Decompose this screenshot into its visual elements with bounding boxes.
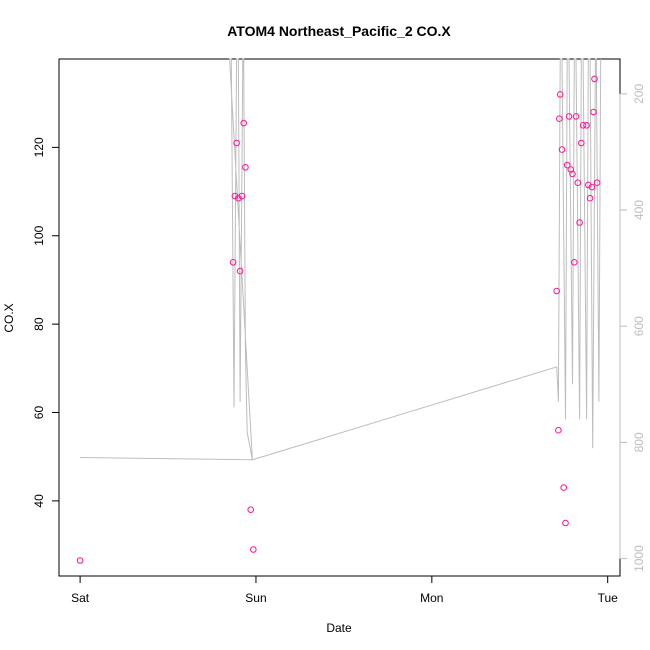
data-point (236, 267, 244, 275)
data-point (240, 119, 247, 127)
data-point (235, 194, 242, 202)
data-point (567, 166, 575, 173)
data-point (565, 113, 573, 120)
x-tick-label: Sat (71, 591, 90, 605)
x-tick-label: Tue (598, 591, 619, 605)
data-point (572, 113, 580, 120)
y-right-tick-label: 400 (632, 200, 646, 220)
data-point (560, 484, 568, 491)
x-axis: Sat Sun Mon Tue (71, 575, 619, 605)
data-point (556, 91, 564, 98)
y-right-tick-label: 800 (632, 432, 646, 452)
data-point (553, 287, 561, 295)
data-point (229, 259, 237, 266)
data-point (238, 192, 246, 200)
y-right-tick-label: 1000 (632, 545, 646, 572)
y-axis-right: 200 400 600 800 1000 (619, 84, 646, 572)
data-point (231, 192, 239, 200)
x-tick-label: Sun (245, 591, 266, 605)
y-tick-label: 120 (32, 137, 46, 157)
y-tick-label: 100 (32, 225, 46, 245)
data-point (579, 122, 587, 129)
data-point (586, 194, 594, 202)
data-point (590, 108, 597, 116)
series-points (76, 75, 601, 564)
data-point (247, 506, 254, 514)
data-point (563, 161, 571, 169)
data-point (558, 146, 566, 153)
x-tick-label: Mon (420, 591, 443, 605)
data-point (588, 183, 596, 191)
y-tick-label: 40 (32, 494, 46, 508)
data-point (578, 139, 585, 147)
data-point (576, 219, 583, 226)
y-tick-label: 60 (32, 406, 46, 420)
y-right-tick-label: 200 (632, 84, 646, 104)
data-point (250, 546, 257, 553)
data-point (556, 115, 563, 122)
data-point (571, 259, 578, 266)
y-axis-label: CO.X (2, 303, 16, 332)
data-point (585, 181, 592, 189)
y-right-tick-label: 600 (632, 316, 646, 336)
data-point (593, 179, 601, 186)
data-point (555, 426, 562, 434)
data-point (569, 170, 576, 178)
data-point (562, 519, 569, 527)
data-point (591, 75, 598, 83)
data-point (583, 122, 590, 129)
y-tick-label: 80 (32, 317, 46, 331)
x-axis-label: Date (326, 621, 352, 635)
series-lines (80, 58, 602, 461)
data-point (76, 557, 84, 564)
data-point (242, 164, 249, 171)
series-line (80, 58, 602, 461)
y-axis: 40 60 80 100 120 (32, 137, 60, 508)
chart-title: ATOM4 Northeast_Pacific_2 CO.X (227, 23, 451, 39)
data-point (233, 139, 240, 147)
data-point (574, 179, 582, 186)
